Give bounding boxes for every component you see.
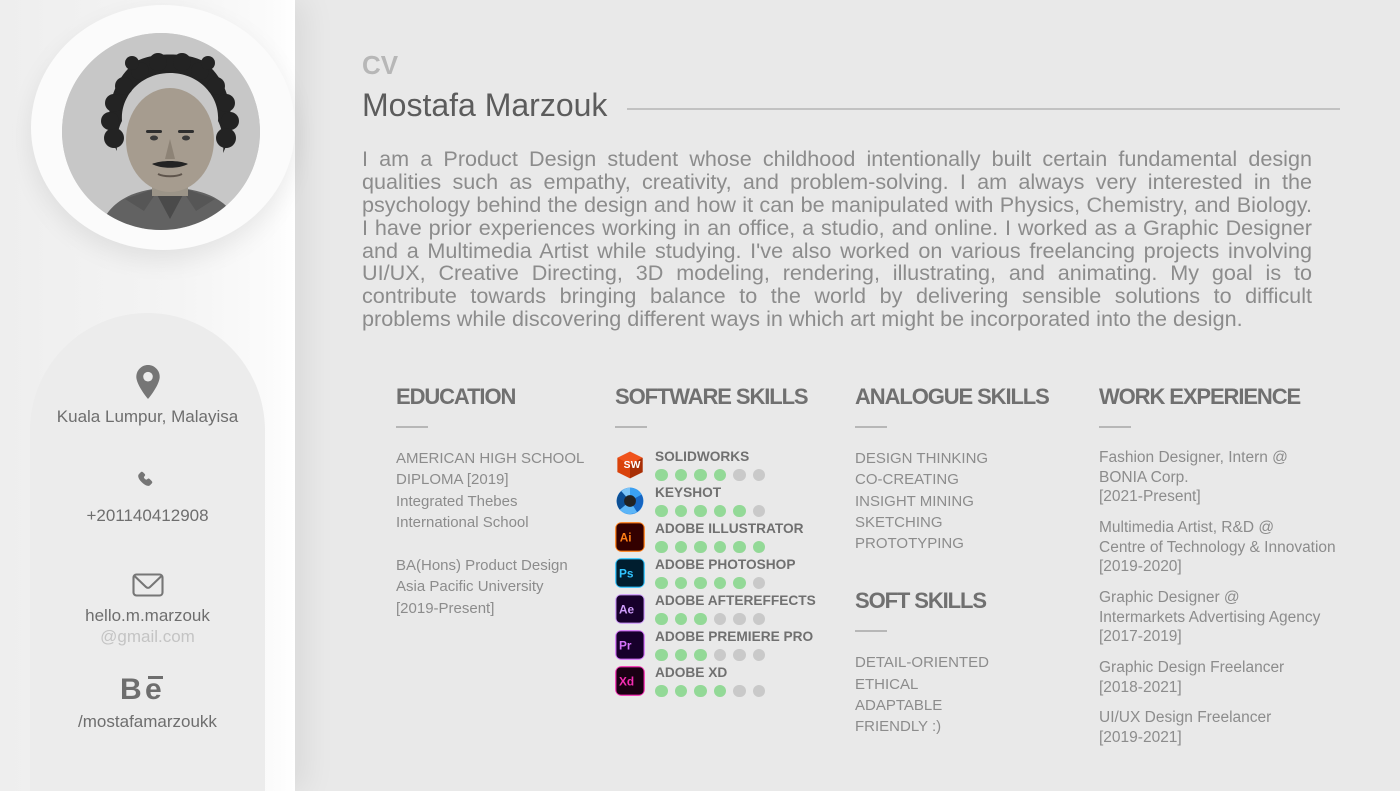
svg-text:W: W	[631, 460, 641, 471]
svg-text:S: S	[624, 460, 631, 471]
svg-text:Ai: Ai	[620, 531, 632, 545]
svg-text:Pr: Pr	[619, 639, 632, 653]
svg-text:Ae: Ae	[619, 603, 635, 617]
svg-text:B: B	[120, 673, 142, 706]
svg-text:Xd: Xd	[619, 675, 634, 689]
svg-text:Ps: Ps	[619, 567, 634, 581]
